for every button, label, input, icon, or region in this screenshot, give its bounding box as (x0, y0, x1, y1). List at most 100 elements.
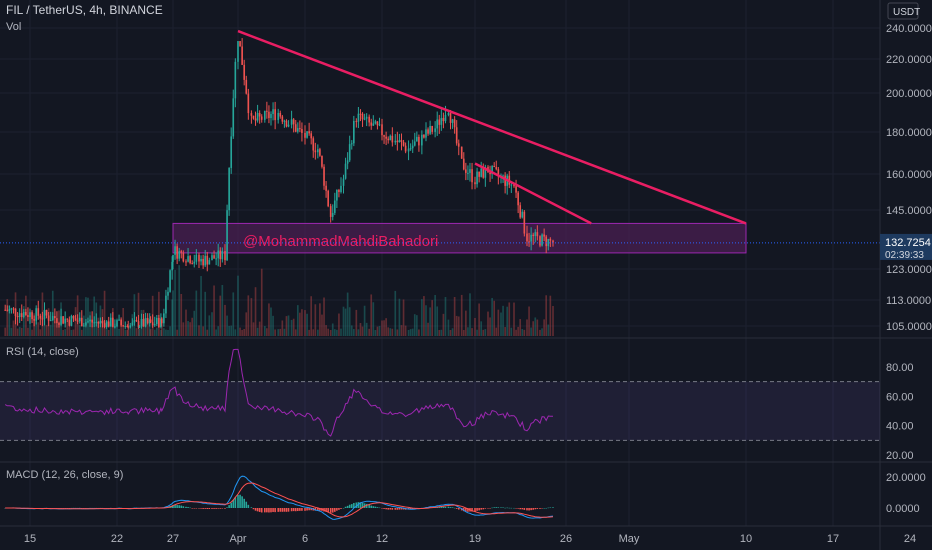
volume-bar (333, 329, 336, 336)
volume-bar (232, 292, 235, 336)
candle-body (4, 309, 7, 311)
macd-tick: 20.0000 (886, 472, 926, 484)
macd-hist-bar (304, 508, 306, 511)
volume-bar (402, 299, 405, 336)
candle-body (523, 211, 526, 234)
candle-body (385, 136, 387, 139)
candle-body (455, 127, 458, 144)
macd-hist-bar (208, 508, 211, 509)
time-tick: 24 (904, 533, 916, 545)
macd-label[interactable]: MACD (12, 26, close, 9) (6, 469, 123, 481)
macd-hist-bar (279, 508, 282, 512)
price-axis[interactable]: 240.0000 220.0000 200.0000 180.0000 160.0000… (886, 23, 932, 333)
candle-body (333, 200, 336, 213)
candle-body (138, 326, 141, 328)
macd-hist-bar (260, 508, 263, 513)
volume-bar (285, 316, 288, 336)
candle-body (423, 134, 425, 138)
volume-bar (234, 329, 237, 336)
macd-hist-bar (365, 503, 368, 508)
macd-hist-bar (228, 505, 230, 508)
countdown: 02:39:33 (885, 250, 924, 261)
candle-body (281, 116, 284, 122)
volume-bar (219, 295, 222, 336)
candle-body (363, 118, 366, 120)
volume-bar (171, 299, 173, 336)
candle-body (368, 116, 370, 123)
support-zone[interactable] (172, 222, 747, 254)
volume-bar (270, 307, 272, 336)
volume-bar (404, 325, 407, 336)
trendlines[interactable] (237, 29, 747, 225)
candle-body (469, 169, 471, 173)
candle-body (310, 133, 313, 139)
currency-badge[interactable]: USDT (893, 7, 920, 18)
macd-hist-bar (350, 504, 353, 508)
macd-hist-bar (292, 508, 295, 512)
volume-bar (178, 265, 181, 336)
volume-bar (319, 303, 321, 336)
candle-body (219, 250, 222, 260)
time-tick: 12 (376, 533, 388, 545)
macd-hist-bar (515, 508, 517, 509)
candle-body (112, 317, 114, 327)
macd-hist-bar (455, 508, 458, 509)
volume-bar (160, 329, 162, 336)
volume-bar (272, 315, 274, 336)
candle-body (547, 238, 550, 247)
candle-body (80, 317, 83, 327)
volume-bar (465, 310, 467, 336)
price-tick: 200.0000 (886, 88, 932, 100)
macd-hist-bar (277, 508, 279, 512)
rsi-label[interactable]: RSI (14, close) (6, 346, 79, 358)
candle-body (482, 168, 485, 178)
volume-bar (193, 310, 196, 336)
candle-body (440, 117, 443, 125)
candle-body (344, 163, 347, 179)
candle-body (416, 136, 418, 142)
macd-hist-bar (219, 508, 222, 509)
candle-body (447, 113, 450, 115)
candle-body (526, 233, 528, 242)
macd-hist-bar (234, 497, 237, 508)
volume-bar (478, 303, 480, 336)
volume-bar (431, 300, 434, 336)
macd-hist-bar (224, 508, 226, 509)
candle-body (14, 308, 17, 316)
candle-body (532, 234, 535, 236)
price-tick: 220.0000 (886, 54, 932, 66)
volume-bar (283, 328, 286, 336)
symbol-title[interactable]: FIL / TetherUS, 4h, BINANCE (6, 3, 163, 17)
volume-bar (258, 321, 261, 336)
volume-bar (447, 319, 450, 336)
volume-bar (378, 325, 381, 336)
candle-body (27, 315, 29, 318)
candle-body (193, 261, 196, 264)
volume-bar (407, 329, 410, 336)
macd-hist-bar (444, 506, 447, 508)
candle-body (285, 120, 288, 127)
candle-body (353, 120, 355, 144)
candle-body (163, 313, 165, 324)
candle-body (389, 135, 392, 141)
macd-hist-bar (176, 505, 178, 508)
volume-label[interactable]: Vol (6, 21, 21, 33)
candle-body (22, 312, 25, 318)
last-price-badge: 132.7254 02:39:33 (880, 233, 932, 261)
macd-hist-bar (266, 508, 268, 513)
volume-bar (107, 329, 110, 336)
macd-hist-bar (374, 506, 377, 508)
time-axis[interactable]: 15 22 27 Apr 6 12 19 26 May 10 17 24 (24, 533, 916, 545)
volume-bar (532, 321, 535, 336)
macd-hist-bar (465, 508, 467, 512)
macd-hist-bar (329, 508, 332, 513)
macd-hist-bar (442, 506, 445, 508)
candle-body (277, 112, 280, 121)
macd-hist-bar (268, 508, 270, 513)
candle-body (407, 148, 410, 152)
candle-body (323, 166, 325, 186)
currency-badge-frame[interactable] (887, 2, 919, 20)
candle-body (292, 119, 295, 125)
macd-hist-bar (528, 508, 530, 511)
